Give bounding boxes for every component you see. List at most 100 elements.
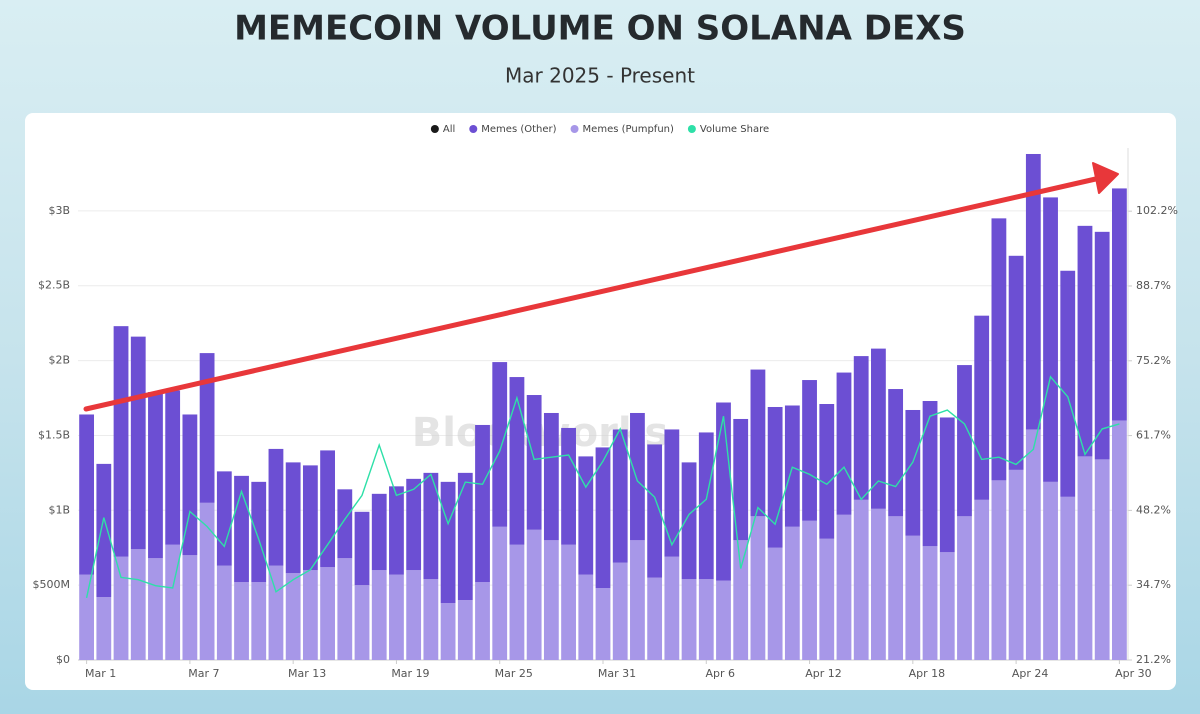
bar xyxy=(389,574,404,660)
bar xyxy=(561,427,576,545)
bar xyxy=(767,547,783,660)
bar xyxy=(302,465,318,571)
bar xyxy=(1094,459,1110,660)
bar xyxy=(148,558,163,660)
bar xyxy=(337,489,353,559)
bar xyxy=(991,480,1007,660)
bar xyxy=(475,424,490,583)
y2-tick-label: 48.2% xyxy=(1136,503,1171,516)
bar xyxy=(165,390,181,545)
bar xyxy=(905,535,921,660)
bar xyxy=(526,529,542,660)
bar xyxy=(698,579,714,660)
bar xyxy=(216,565,232,660)
legend-label: All xyxy=(443,124,455,135)
bar xyxy=(1025,153,1041,430)
bar xyxy=(784,526,800,660)
y2-tick-label: 88.7% xyxy=(1136,279,1171,292)
bar xyxy=(320,450,335,568)
bar xyxy=(871,348,886,509)
bar xyxy=(543,412,559,541)
bar xyxy=(1077,225,1093,457)
bar xyxy=(630,540,645,660)
bar xyxy=(664,556,680,660)
bar xyxy=(285,573,301,660)
bar xyxy=(905,409,921,536)
bar xyxy=(423,472,439,580)
bar xyxy=(733,540,749,660)
chart-title: MEMECOIN VOLUME ON SOLANA DEXS xyxy=(234,9,966,49)
bar xyxy=(974,315,990,500)
bar xyxy=(1060,496,1076,660)
bar xyxy=(819,404,835,539)
bar xyxy=(681,579,697,660)
bar xyxy=(199,502,215,660)
bar xyxy=(939,552,955,660)
y2-tick-label: 21.2% xyxy=(1136,653,1171,666)
bar xyxy=(440,603,456,660)
bar xyxy=(285,462,301,574)
bar xyxy=(1043,197,1058,482)
bar xyxy=(1008,469,1024,660)
bar xyxy=(750,369,766,517)
bar xyxy=(526,395,542,530)
bar xyxy=(836,372,852,515)
bar xyxy=(268,448,284,566)
y2-tick-label: 75.2% xyxy=(1136,354,1171,367)
bar xyxy=(96,463,112,598)
legend-swatch xyxy=(687,125,696,133)
x-tick-label: Mar 31 xyxy=(598,667,636,680)
bar xyxy=(802,520,817,660)
bar xyxy=(337,558,353,660)
y-tick-label: $500M xyxy=(33,578,71,591)
bar xyxy=(509,377,525,545)
bar xyxy=(922,546,938,660)
bar xyxy=(647,444,663,578)
x-tick-label: Apr 12 xyxy=(805,667,842,680)
bar xyxy=(492,526,508,660)
bar xyxy=(492,362,508,527)
bar xyxy=(1094,231,1110,460)
y2-tick-label: 61.7% xyxy=(1136,429,1171,442)
legend: All Memes (Other) Memes (Pumpfun) Volume Sh… xyxy=(430,124,769,135)
bar xyxy=(509,544,525,660)
bar xyxy=(871,508,886,660)
bar xyxy=(578,574,594,660)
bar xyxy=(561,544,576,660)
bar xyxy=(767,406,783,548)
bar xyxy=(182,414,198,556)
bar xyxy=(1111,188,1127,421)
bar xyxy=(595,447,611,589)
bar xyxy=(888,389,904,517)
legend-label: Memes (Other) xyxy=(481,124,556,135)
x-tick-label: Apr 18 xyxy=(909,667,946,680)
legend-swatch xyxy=(469,125,478,133)
bar xyxy=(1025,429,1041,660)
bar xyxy=(182,555,198,660)
bar xyxy=(457,600,473,660)
bar xyxy=(681,462,697,580)
bar xyxy=(612,562,628,660)
bar xyxy=(543,540,559,660)
bar xyxy=(819,538,835,660)
bar xyxy=(320,567,335,660)
bar xyxy=(1111,420,1127,660)
x-tick-label: Mar 19 xyxy=(391,667,429,680)
y-tick-label: $1.5B xyxy=(38,428,70,441)
trend-arrow-head xyxy=(1092,162,1119,194)
bar xyxy=(578,456,594,575)
bar xyxy=(957,516,972,660)
bar xyxy=(216,471,232,566)
bar xyxy=(974,499,990,660)
bar xyxy=(251,582,267,660)
bar xyxy=(1060,270,1076,497)
y-tick-label: $0 xyxy=(56,653,70,666)
bar xyxy=(630,412,645,541)
trend-arrow xyxy=(83,175,1103,412)
bar xyxy=(371,570,387,660)
bar xyxy=(268,565,284,660)
bar xyxy=(96,597,112,660)
chart-subtitle: Mar 2025 - Present xyxy=(505,64,695,88)
legend-swatch xyxy=(430,125,439,133)
bar xyxy=(406,570,422,660)
